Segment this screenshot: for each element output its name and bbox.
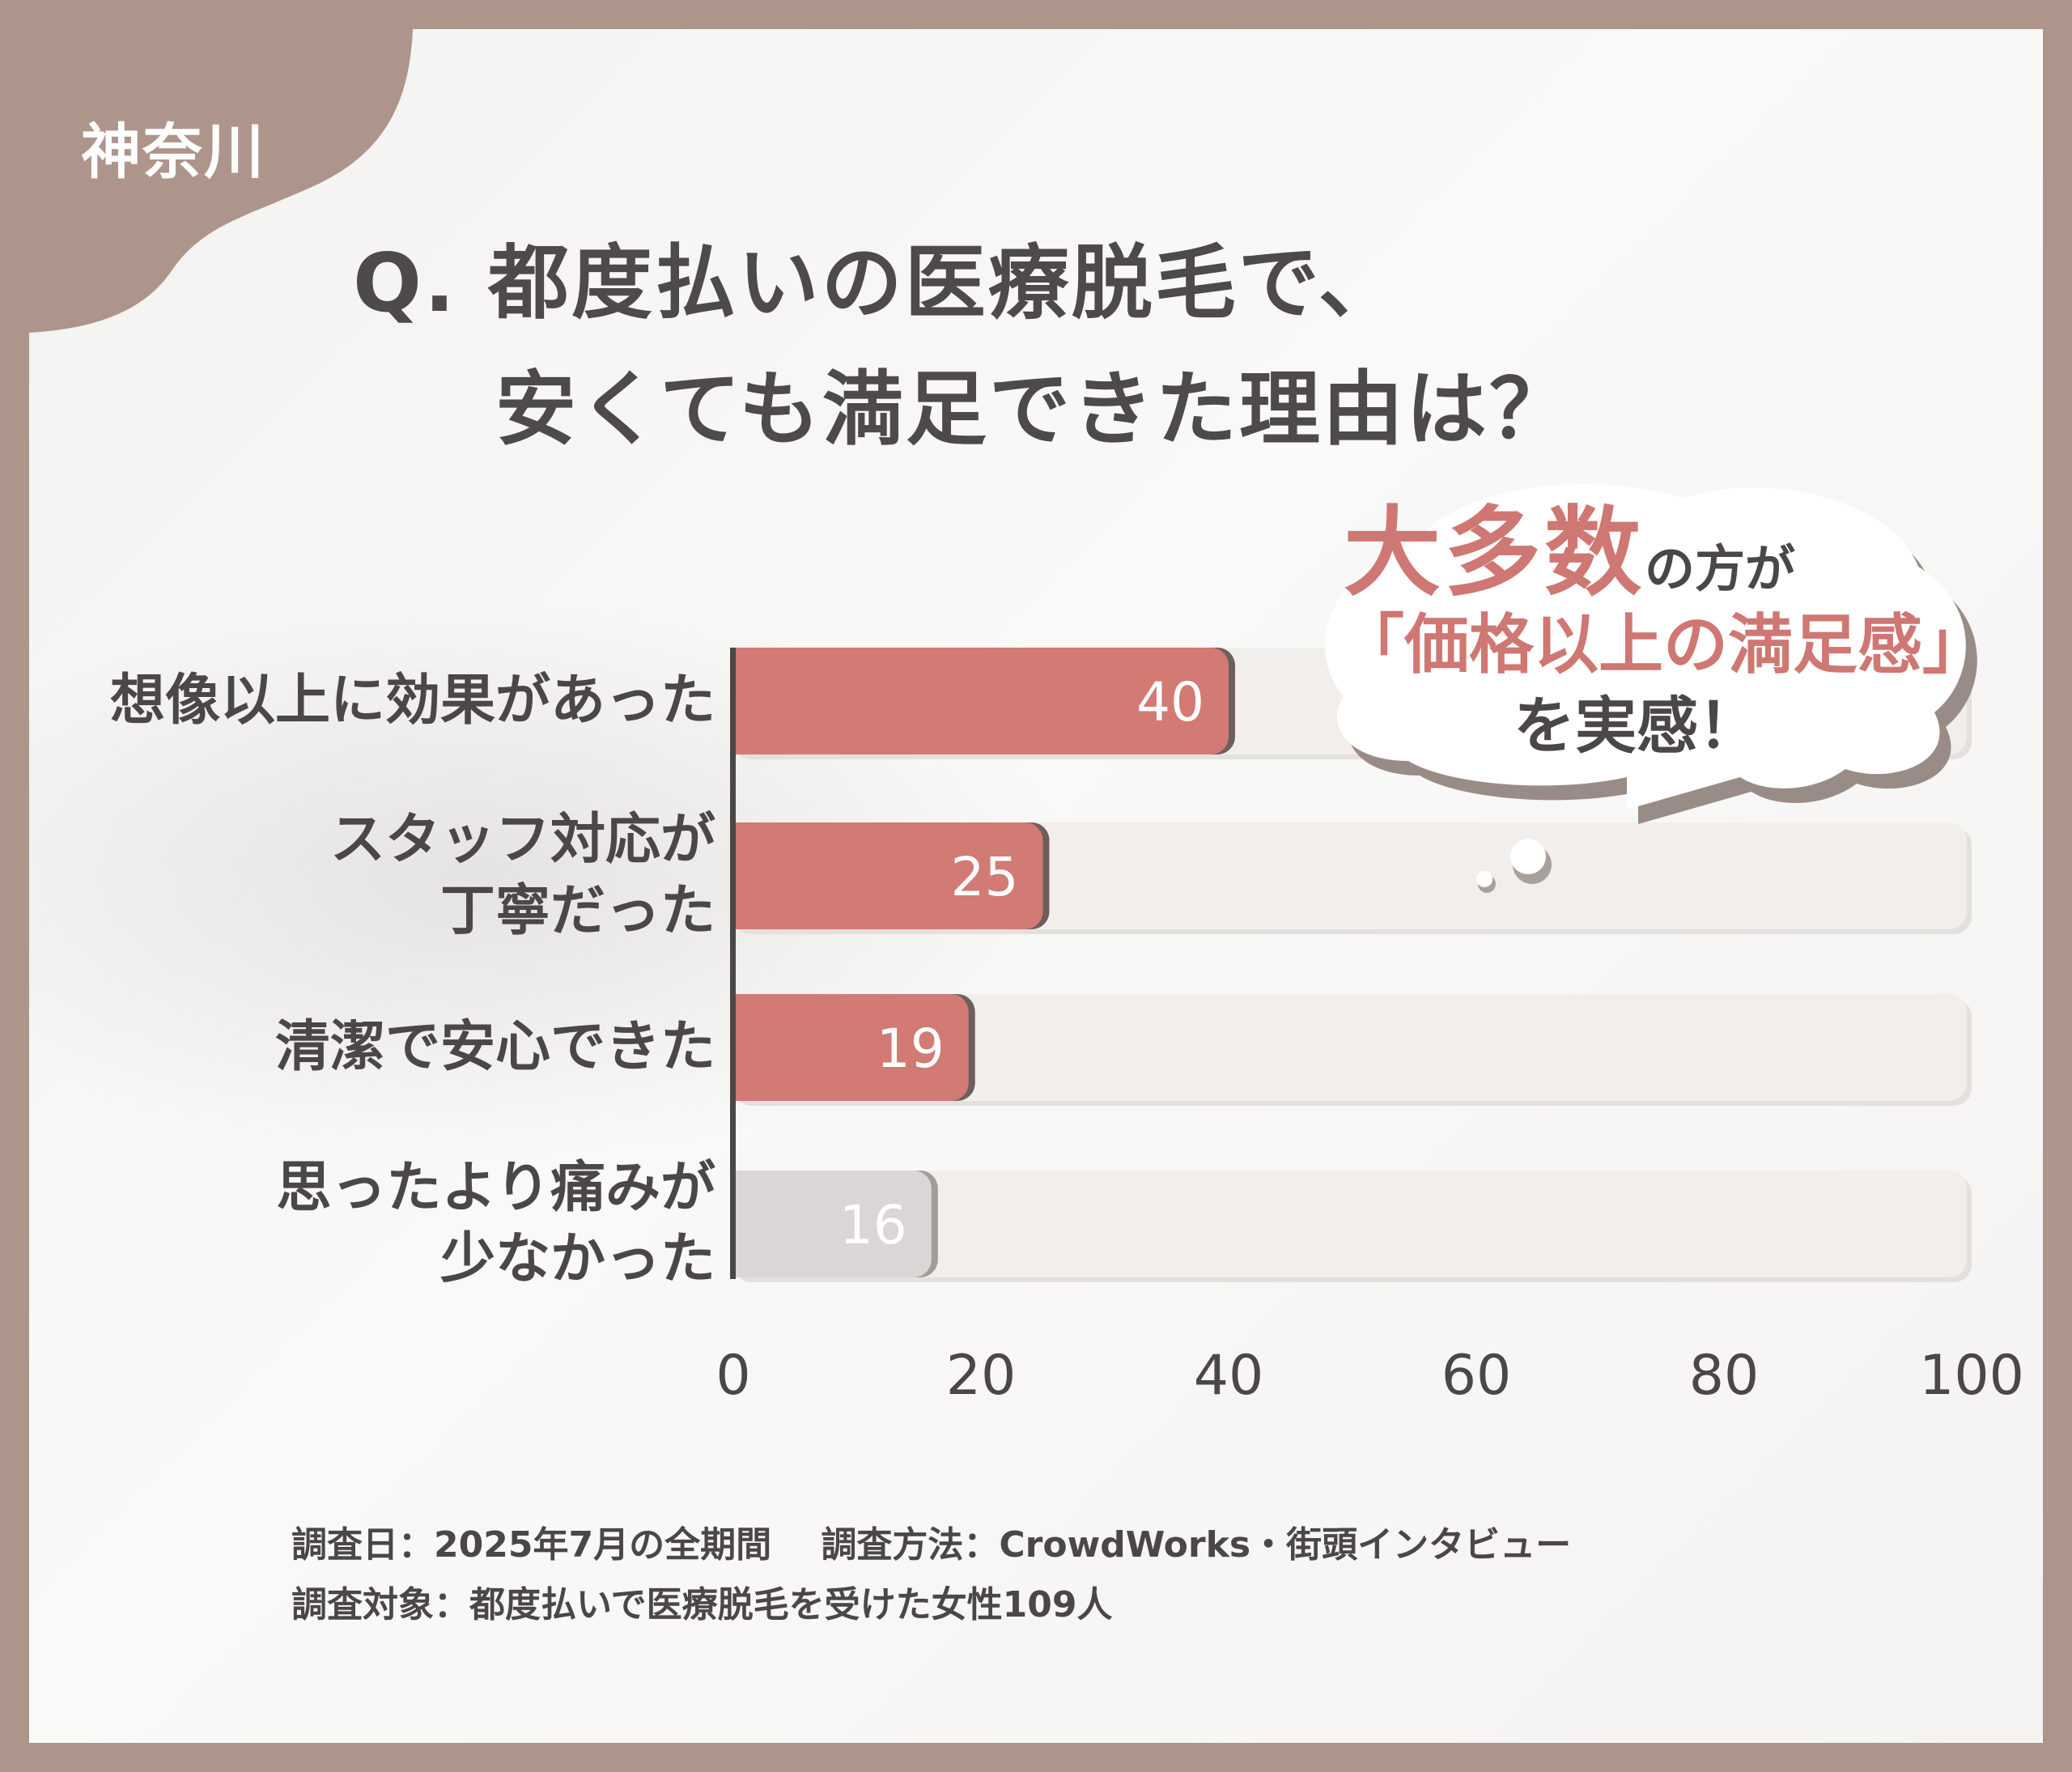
corner-blob [29, 29, 413, 333]
chart-title-line-1: Q. 都度払いの医療脱毛で、 [353, 236, 1402, 330]
footer-line-2: 調査対象：都度払いで医療脱毛を受けた女性109人 [291, 1575, 1571, 1635]
category-label-line: 思ったより痛みが [276, 1156, 715, 1220]
survey-footer: 調査日：2025年7月の全期間 調査方法：CrowdWorks・街頭インタビュー… [291, 1515, 1571, 1635]
category-label-line: 丁寧だった [439, 879, 715, 943]
chart-title-line-2: 安くても満足できた理由は？ [495, 362, 1573, 457]
callout-line-2: 「価格以上の満足感」 [1340, 607, 1987, 682]
footer-line-1: 調査日：2025年7月の全期間 調査方法：CrowdWorks・街頭インタビュー [291, 1515, 1571, 1575]
survey-target: 調査対象：都度払いで医療脱毛を受けた女性109人 [291, 1584, 1113, 1625]
region-label: 神奈川 [81, 117, 265, 187]
callout-line-1-rest: の方が [1645, 539, 1796, 598]
callout-line-3: を実感！ [1514, 690, 1760, 762]
category-label: スタッフ対応が丁寧だった [330, 805, 715, 947]
category-label-line: スタッフ対応が [329, 808, 715, 872]
callout-bubble [1324, 484, 1977, 824]
category-label: 想像以上に効果があった [110, 665, 715, 737]
survey-date: 調査日：2025年7月の全期間 [291, 1524, 772, 1566]
callout-emphasis: 大多数 [1344, 497, 1645, 610]
category-label-line: 想像以上に効果があった [109, 669, 715, 733]
category-label-line: 少なかった [439, 1227, 715, 1291]
category-label: 思ったより痛みが少なかった [276, 1153, 715, 1295]
callout-line-1: 大多数の方が [1344, 474, 1795, 614]
category-label: 清潔で安心できた [275, 1012, 715, 1083]
survey-method: 調査方法：CrowdWorks・街頭インタビュー [821, 1524, 1572, 1566]
category-label-line: 清潔で安心できた [274, 1015, 715, 1079]
